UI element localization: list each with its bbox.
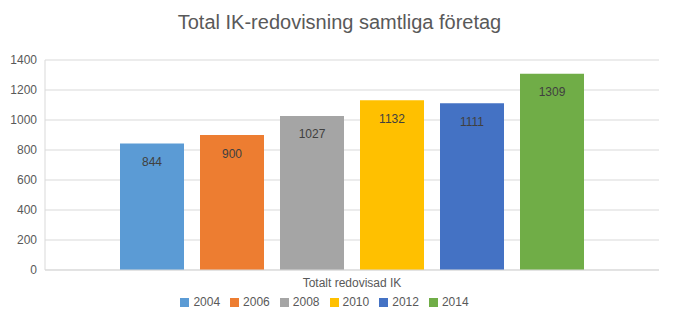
svg-text:0: 0 (30, 263, 37, 277)
svg-text:600: 600 (17, 173, 37, 187)
svg-text:1200: 1200 (10, 83, 37, 97)
svg-text:1000: 1000 (10, 113, 37, 127)
html-text:2010: 2010 (342, 295, 370, 309)
svg-text:1132: 1132 (379, 112, 405, 126)
svg-text:200: 200 (17, 233, 37, 247)
svg-text:400: 400 (17, 203, 37, 217)
svg-text:1111: 1111 (460, 115, 484, 129)
html-text:2012: 2012 (392, 295, 419, 309)
html-text:Total IK-redovisning samtliga: Total IK-redovisning samtliga företag (177, 11, 502, 33)
svg-text:1309: 1309 (539, 85, 566, 99)
svg-text:844: 844 (142, 155, 162, 169)
svg-text:900: 900 (222, 147, 242, 161)
svg-text:1027: 1027 (299, 127, 326, 141)
svg-text:800: 800 (17, 143, 37, 157)
html-text:2004: 2004 (193, 295, 221, 309)
html-text:2008: 2008 (292, 295, 320, 309)
html-text:2006: 2006 (243, 295, 270, 309)
svg-text:1400: 1400 (10, 53, 37, 67)
svg-text:Totalt redovisad IK: Totalt redovisad IK (303, 276, 402, 290)
html-text:2014: 2014 (441, 295, 469, 309)
